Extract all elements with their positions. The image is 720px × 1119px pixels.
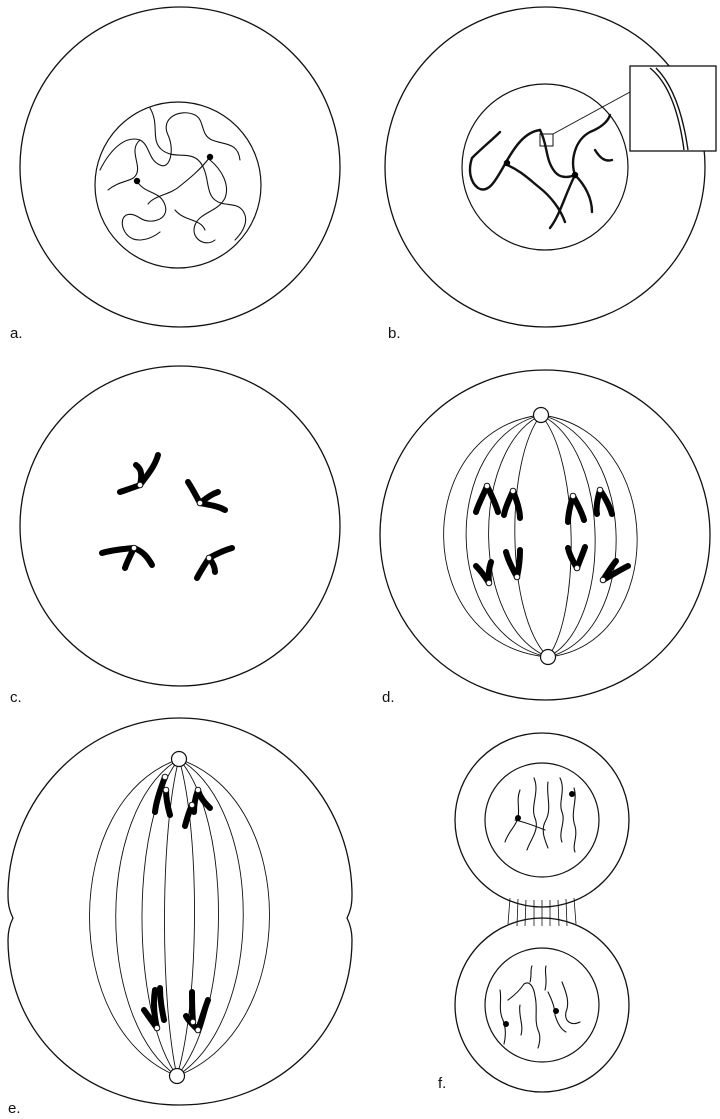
cell-membrane (379, 369, 711, 701)
zoom-box (539, 133, 554, 147)
centromere (196, 499, 204, 507)
cell-membrane (384, 6, 706, 328)
panel-f: f. (438, 732, 630, 1093)
panel-label-d: d. (382, 689, 395, 706)
daughter-nucleus-top (484, 762, 600, 878)
centromere (130, 544, 138, 552)
centromere (569, 791, 575, 797)
kinetochore (161, 773, 169, 781)
centromere (503, 159, 511, 167)
daughter-cell-bottom (454, 917, 630, 1093)
prophase-chromosomes (99, 452, 235, 581)
kinetochore (599, 576, 607, 584)
panel-label-b: b. (388, 325, 401, 342)
centromere (571, 171, 579, 179)
kinetochore (509, 487, 517, 495)
zoom-inset (629, 65, 717, 152)
panel-e: e. (7, 717, 353, 1117)
panel-a: a. (10, 6, 341, 342)
spindle-pole-bottom (539, 648, 557, 666)
anaphase-chromosomes-bottom (141, 985, 211, 1033)
kinetochore (153, 1024, 161, 1032)
nucleus (94, 101, 262, 269)
cell-membrane (19, 6, 341, 328)
panel-label-c: c. (10, 689, 22, 706)
centromere (133, 177, 141, 185)
spindle-pole-bottom (168, 1067, 186, 1085)
cell-membrane (19, 365, 341, 687)
spindle-pole-top (532, 406, 550, 424)
chromatin-threads (99, 107, 247, 244)
kinetochore (194, 786, 202, 794)
decondensing-chromatin-bottom (499, 965, 581, 1049)
sister-chromatids-closeup (649, 67, 689, 151)
cleavage-furrow-fibers (507, 897, 577, 927)
spindle-fibers (89, 758, 270, 1077)
panel-label-f: f. (438, 1075, 446, 1092)
centromere (136, 481, 144, 489)
centromere (553, 1008, 559, 1014)
kinetochore (188, 801, 196, 809)
spindle-fibers (443, 414, 638, 658)
anaphase-chromosomes-top (152, 774, 213, 829)
condensing-chromosomes (468, 113, 614, 230)
panel-d: d. (379, 369, 711, 706)
daughter-cell-top (454, 732, 630, 908)
panel-label-a: a. (10, 325, 23, 342)
metaphase-chromosomes (473, 483, 631, 586)
kinetochore (483, 482, 491, 490)
kinetochore (194, 1026, 202, 1034)
kinetochore (485, 579, 493, 587)
centromere (206, 153, 214, 161)
daughter-nucleus-bottom (484, 947, 600, 1063)
kinetochore (596, 486, 604, 494)
panel-label-e: e. (8, 1100, 21, 1117)
kinetochores (483, 482, 607, 587)
kinetochore (189, 1018, 197, 1026)
nucleus (461, 83, 629, 251)
panel-c: c. (10, 365, 341, 706)
kinetochore (513, 573, 521, 581)
centromere (205, 554, 213, 562)
centromere (515, 815, 521, 821)
kinetochore (162, 786, 170, 794)
panel-b: b. (384, 6, 717, 342)
kinetochore (573, 564, 581, 572)
zoom-leader-line (552, 91, 631, 135)
spindle-pole-top (170, 750, 188, 768)
centromere (503, 1021, 509, 1027)
kinetochores (153, 773, 202, 1034)
cell-membrane (7, 717, 353, 1106)
decondensing-chromatin-top (504, 777, 577, 853)
kinetochore (569, 492, 577, 500)
